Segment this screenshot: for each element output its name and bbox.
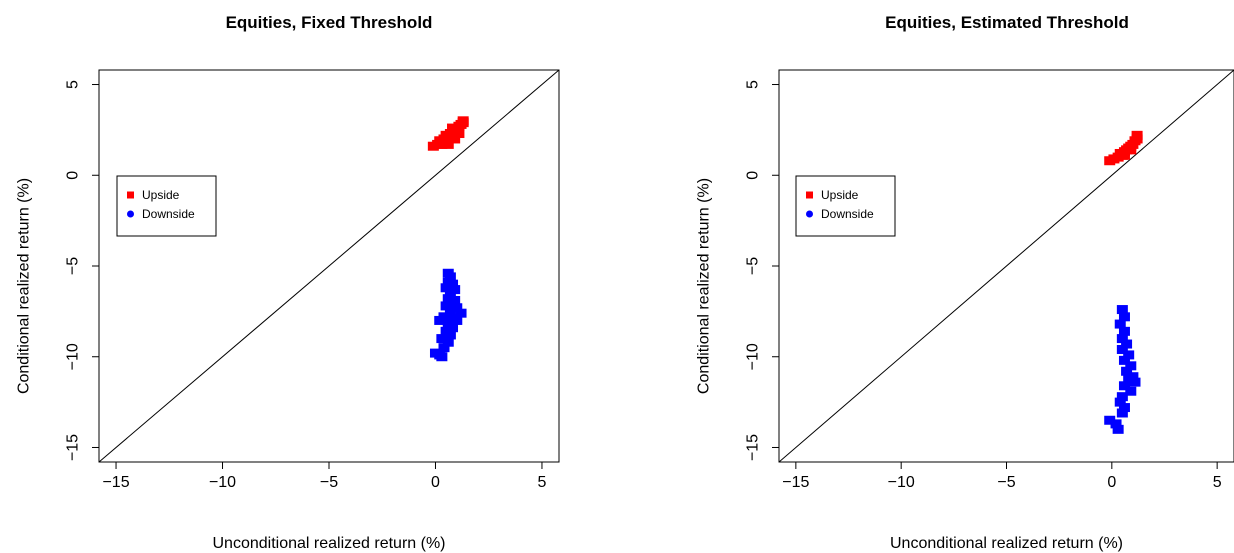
y-tick-label: −10 bbox=[745, 343, 762, 370]
x-tick-label: −10 bbox=[209, 474, 236, 491]
data-point-downside bbox=[440, 301, 452, 311]
legend-swatch-downside bbox=[127, 210, 134, 218]
y-tick-label: −15 bbox=[65, 434, 82, 461]
data-point-downside bbox=[1118, 403, 1130, 413]
legend: Upside Downside bbox=[116, 175, 217, 237]
panel-estimated-threshold: Equities, Estimated Threshold −15 −10 −5 0 5 −… bbox=[696, 13, 1234, 552]
y-tick-label: −10 bbox=[65, 343, 82, 370]
data-point-downside bbox=[1121, 339, 1133, 349]
data-point-downside bbox=[442, 337, 454, 347]
legend-swatch-upside bbox=[806, 191, 813, 199]
data-point-downside bbox=[1114, 319, 1126, 329]
legend: Upside Downside bbox=[795, 175, 896, 237]
data-point-downside bbox=[1110, 419, 1122, 429]
x-tick-label: 0 bbox=[431, 474, 440, 491]
data-point-downside bbox=[1118, 355, 1130, 365]
y-axis-label: Conditional realized return (%) bbox=[16, 178, 33, 394]
data-point-upside bbox=[1125, 145, 1137, 155]
x-tick-label: 0 bbox=[1107, 474, 1116, 491]
data-point-downside bbox=[1104, 415, 1116, 425]
x-axis-label: Unconditional realized return (%) bbox=[890, 535, 1123, 552]
series-upside bbox=[427, 116, 469, 151]
y-tick-label: 5 bbox=[65, 80, 82, 89]
data-point-upside bbox=[442, 139, 454, 149]
data-point-upside bbox=[449, 134, 461, 144]
data-point-downside bbox=[1123, 374, 1135, 384]
data-point-downside bbox=[451, 315, 463, 325]
y-tick-label: 0 bbox=[65, 171, 82, 180]
data-point-downside bbox=[444, 272, 456, 282]
reference-line-y-equals-x bbox=[99, 70, 559, 462]
data-point-downside bbox=[1123, 350, 1135, 360]
data-point-downside bbox=[444, 306, 456, 316]
data-point-downside bbox=[447, 279, 459, 289]
series-downside bbox=[1104, 305, 1141, 434]
data-point-upside bbox=[1131, 130, 1143, 140]
data-point-downside bbox=[1116, 305, 1128, 315]
data-point-downside bbox=[442, 294, 454, 304]
data-point-downside bbox=[444, 330, 456, 340]
y-tick-label: −5 bbox=[65, 257, 82, 275]
x-tick-label: −5 bbox=[320, 474, 338, 491]
x-tick-label: −10 bbox=[888, 474, 915, 491]
series-downside bbox=[429, 268, 467, 362]
data-point-downside bbox=[449, 285, 461, 295]
y-tick-label: −5 bbox=[745, 257, 762, 275]
chart-title: Equities, Fixed Threshold bbox=[226, 13, 433, 32]
legend-entry-label: Downside bbox=[821, 207, 874, 221]
data-point-downside bbox=[436, 352, 448, 362]
data-point-downside bbox=[440, 283, 452, 293]
data-point-downside bbox=[1118, 312, 1130, 322]
legend-swatch-downside bbox=[806, 210, 813, 218]
data-point-downside bbox=[1114, 397, 1126, 407]
legend-box bbox=[116, 175, 217, 237]
data-point-downside bbox=[436, 334, 448, 344]
y-tick-label: 5 bbox=[745, 80, 762, 89]
data-point-downside bbox=[1125, 361, 1137, 371]
x-tick-label: 5 bbox=[1213, 474, 1222, 491]
panel-fixed-threshold: Equities, Fixed Threshold −15 −10 −5 0 5 −15 −1… bbox=[16, 13, 560, 552]
data-point-downside bbox=[434, 315, 446, 325]
data-point-downside bbox=[447, 323, 459, 333]
legend-swatch-upside bbox=[127, 191, 134, 199]
data-point-downside bbox=[1116, 392, 1128, 402]
legend-box bbox=[795, 175, 896, 237]
data-point-downside bbox=[455, 308, 467, 318]
data-point-downside bbox=[1116, 334, 1128, 344]
data-point-downside bbox=[451, 303, 463, 313]
data-point-upside bbox=[1118, 150, 1130, 160]
x-tick-label: −15 bbox=[782, 474, 809, 491]
data-point-downside bbox=[1118, 381, 1130, 391]
x-tick-label: −15 bbox=[102, 474, 129, 491]
x-tick-label: −5 bbox=[997, 474, 1015, 491]
data-point-upside bbox=[457, 116, 469, 126]
data-point-downside bbox=[1112, 424, 1124, 434]
reference-line-y-equals-x bbox=[779, 70, 1234, 462]
data-point-downside bbox=[1116, 344, 1128, 354]
data-point-downside bbox=[1116, 408, 1128, 418]
data-point-downside bbox=[1118, 326, 1130, 336]
data-point-downside bbox=[438, 343, 450, 353]
series-upside bbox=[1104, 130, 1143, 166]
y-tick-label: 0 bbox=[745, 171, 762, 180]
x-axis-label: Unconditional realized return (%) bbox=[213, 535, 446, 552]
legend-entry-label: Downside bbox=[142, 207, 195, 221]
data-point-downside bbox=[1121, 366, 1133, 376]
y-axis-label: Conditional realized return (%) bbox=[696, 178, 713, 394]
data-point-downside bbox=[1129, 377, 1141, 387]
chart-title: Equities, Estimated Threshold bbox=[885, 13, 1129, 32]
x-tick-label: 5 bbox=[538, 474, 547, 491]
legend-entry-label: Upside bbox=[821, 188, 859, 202]
data-point-upside bbox=[447, 123, 459, 133]
y-tick-label: −15 bbox=[745, 434, 762, 461]
data-point-downside bbox=[1125, 386, 1137, 396]
data-point-upside bbox=[453, 129, 465, 139]
legend-entry-label: Upside bbox=[142, 188, 180, 202]
